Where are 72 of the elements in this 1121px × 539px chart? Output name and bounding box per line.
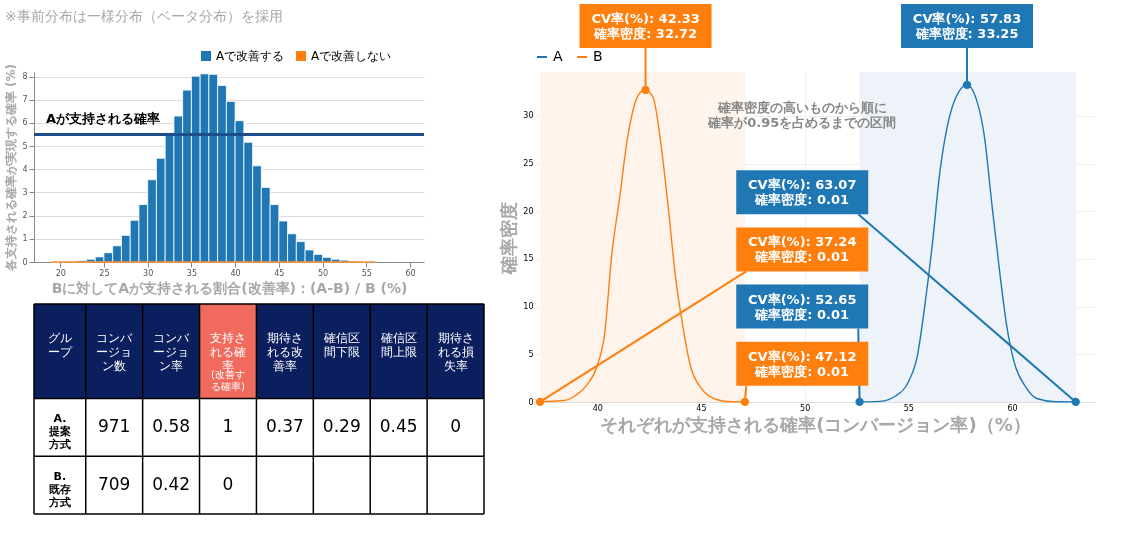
point xyxy=(641,85,650,95)
y-tick-label: 7 xyxy=(22,95,28,105)
y-tick-label: 6 xyxy=(22,118,28,128)
text: 0.42 xyxy=(152,474,191,495)
x-tick-label: 50 xyxy=(800,403,811,413)
x-tick-label: 45 xyxy=(274,268,285,278)
y-axis-title: 各支持される確率が実現する確率 (%) xyxy=(4,63,19,273)
x-tick-label: 50 xyxy=(317,268,329,278)
text: 709 xyxy=(97,474,131,495)
text: 1 xyxy=(222,416,234,437)
legend-label: B xyxy=(593,48,603,64)
x-tick-label: 40 xyxy=(592,403,603,413)
category-label: B. 既存方式 xyxy=(48,470,71,510)
annotation: CV率(%): 47.12 確率密度: 0.01 xyxy=(748,348,857,379)
category-label: コンバージョン数 xyxy=(96,331,134,374)
text: 971 xyxy=(97,416,131,437)
category-label: コンバージョン率 xyxy=(153,331,191,374)
x-tick-label: 60 xyxy=(405,268,416,278)
x-axis-title: それぞれが支持される確率(コンバージョン率)（%） xyxy=(600,413,1031,435)
legend-label: Aで改善しない xyxy=(311,49,392,63)
y-tick-label: 30 xyxy=(523,111,534,121)
text: 0.45 xyxy=(379,416,418,437)
y-tick-label: 25 xyxy=(523,159,534,169)
chart-title: ※事前分布は一様分布（ベータ分布）を採用 xyxy=(4,8,283,24)
legend-label: Aで改善する xyxy=(216,49,285,63)
legend-label: A xyxy=(553,48,563,64)
point xyxy=(1071,397,1080,407)
ref-line-label: Aが支持される確率 xyxy=(46,110,161,126)
annotation: CV率(%): 57.83 確率密度: 33.25 xyxy=(912,11,1022,41)
x-tick-label: 25 xyxy=(99,268,110,278)
y-tick-label: 8 xyxy=(22,72,28,82)
x-tick-label: 20 xyxy=(55,268,66,278)
annotation: CV率(%): 42.33 確率密度: 32.72 xyxy=(591,11,700,41)
category-label: 期待される改善率 xyxy=(266,331,303,374)
y-tick-label: 15 xyxy=(523,254,534,264)
text: 0.58 xyxy=(152,416,191,437)
point xyxy=(535,397,545,407)
x-tick-label: 30 xyxy=(143,268,154,278)
y-tick-label: 5 xyxy=(528,349,534,359)
y-tick-label: 4 xyxy=(22,164,28,174)
text: 0 xyxy=(222,474,234,495)
category-label: 確信区間下限 xyxy=(322,331,360,360)
x-tick-label: 35 xyxy=(186,268,197,278)
y-tick-label: 0 xyxy=(528,397,534,407)
y-tick-label: 2 xyxy=(22,211,28,221)
annotation: CV率(%): 52.65 確率密度: 0.01 xyxy=(748,291,857,322)
x-axis-title: Bに対してAが支持される割合(改善率)：(A-B) / B (%) xyxy=(51,279,408,296)
x-tick-label: 45 xyxy=(696,403,707,413)
text: 0 xyxy=(450,416,461,437)
annotation: CV率(%): 37.24 確率密度: 0.01 xyxy=(748,234,857,265)
category-label: 確信区間上限 xyxy=(379,331,417,360)
x-tick-label: 40 xyxy=(230,268,241,278)
y-tick-label: 0 xyxy=(22,257,28,267)
x-tick-label: 55 xyxy=(361,268,372,278)
y-tick-label: 3 xyxy=(22,187,28,197)
y-tick-label: 1 xyxy=(22,234,28,244)
category-label: グループ xyxy=(47,331,73,360)
text: 0.29 xyxy=(322,416,361,437)
y-tick-label: 10 xyxy=(523,302,534,312)
y-axis-title: 確率密度 xyxy=(498,201,520,275)
y-tick-label: 5 xyxy=(22,141,28,151)
point xyxy=(855,397,864,407)
x-tick-label: 55 xyxy=(903,403,914,413)
annotation: 確率密度の高いものから順に確率が0.95を占めるまでの区間 xyxy=(707,99,897,130)
point xyxy=(962,80,972,90)
point xyxy=(740,397,750,407)
annotation: CV率(%): 63.07 確率密度: 0.01 xyxy=(748,177,857,208)
category-label: 期待される損失率 xyxy=(437,331,474,374)
category-label: A. 提案方式 xyxy=(48,412,71,452)
y-tick-label: 20 xyxy=(523,206,534,216)
text: 0.37 xyxy=(265,416,304,437)
x-tick-label: 60 xyxy=(1007,403,1018,413)
